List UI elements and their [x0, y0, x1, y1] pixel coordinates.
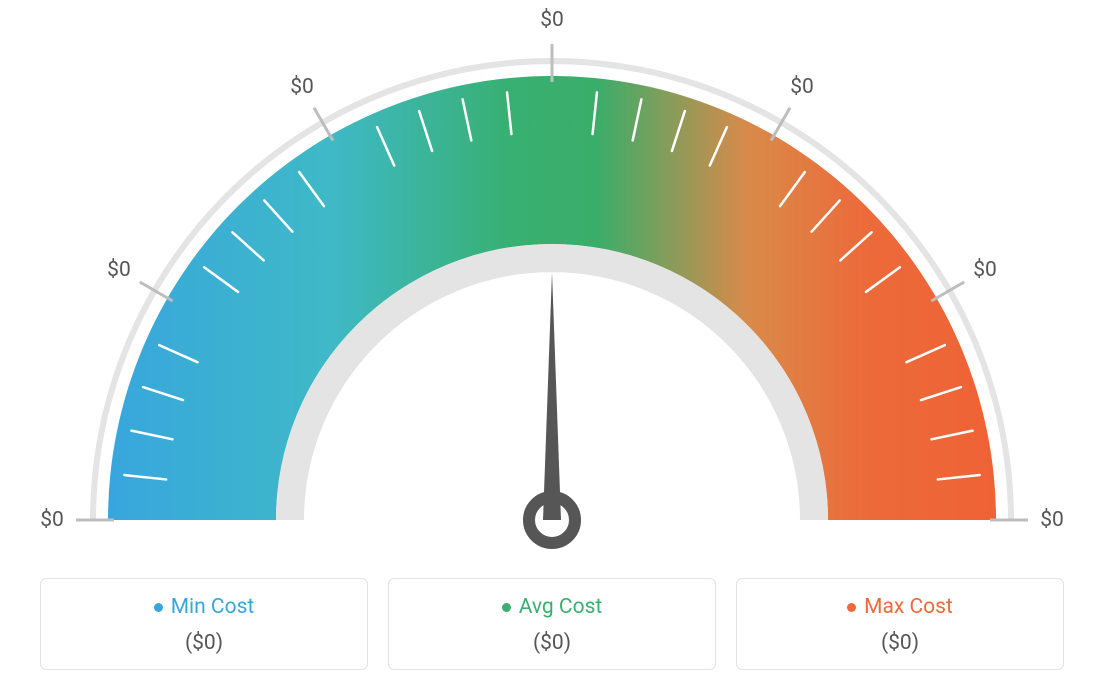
gauge-tick-label: $0	[290, 75, 314, 99]
gauge-tick-label: $0	[40, 508, 64, 532]
gauge-tick-label: $0	[790, 75, 814, 99]
legend-card-min: Min Cost ($0)	[40, 578, 368, 670]
legend-card-avg: Avg Cost ($0)	[388, 578, 716, 670]
legend-dot-avg	[502, 603, 511, 612]
legend-row: Min Cost ($0) Avg Cost ($0) Max Cost ($0…	[40, 578, 1064, 670]
legend-dot-max	[847, 603, 856, 612]
legend-label-min: Min Cost	[171, 595, 255, 619]
gauge-area: $0 $0 $0 $0 $0 $0 $0	[0, 0, 1104, 560]
gauge-tick-label: $0	[107, 258, 131, 282]
legend-value-max: ($0)	[747, 631, 1053, 655]
legend-label-avg: Avg Cost	[519, 595, 603, 619]
legend-label-max: Max Cost	[864, 595, 953, 619]
gauge-chart	[30, 0, 1074, 580]
legend-title-min: Min Cost	[154, 595, 255, 619]
legend-title-avg: Avg Cost	[502, 595, 603, 619]
legend-dot-min	[154, 603, 163, 612]
legend-value-min: ($0)	[51, 631, 357, 655]
gauge-tick-label: $0	[540, 8, 564, 32]
legend-value-avg: ($0)	[399, 631, 705, 655]
legend-title-max: Max Cost	[847, 595, 953, 619]
gauge-tick-label: $0	[1040, 508, 1064, 532]
legend-card-max: Max Cost ($0)	[736, 578, 1064, 670]
gauge-tick-label: $0	[973, 258, 997, 282]
cost-gauge-container: $0 $0 $0 $0 $0 $0 $0 Min Cost ($0) Avg Cost ($…	[0, 0, 1104, 690]
